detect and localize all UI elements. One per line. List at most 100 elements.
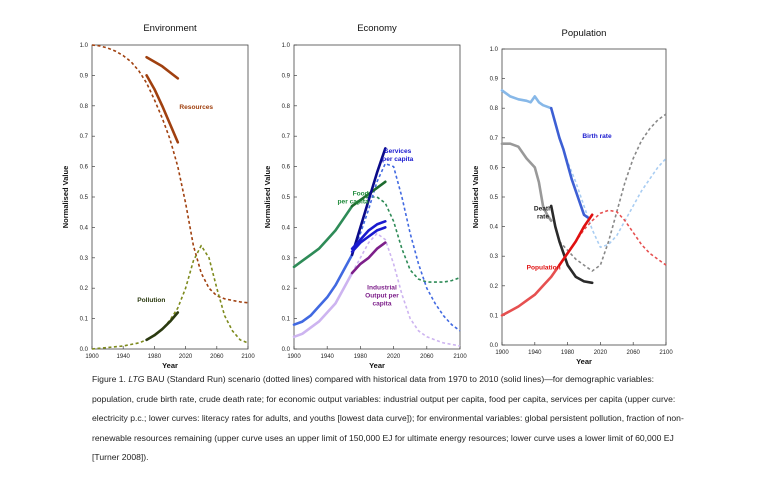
series-line-segment-1: [350, 180, 387, 208]
x-tick-label: 1940: [117, 354, 131, 360]
y-tick-label: 0.6: [80, 165, 89, 171]
y-tick-label: 0.1: [490, 313, 499, 319]
series-line-segment-4: [145, 311, 180, 342]
series-line-death-rate: [500, 142, 553, 222]
x-tick-label: 2100: [241, 354, 255, 360]
series-label-line: Birth rate: [582, 133, 612, 140]
y-tick-label: 0.8: [80, 104, 89, 110]
caption-label: Figure 1.: [92, 374, 129, 384]
series-line-industrial-output-per-capita: [292, 271, 354, 339]
y-tick-label: 0.0: [282, 347, 291, 353]
series-label-line: Output per: [365, 293, 399, 300]
series-label-line: Food: [353, 190, 369, 197]
series-label-death-rate: Death rate: [534, 205, 552, 220]
y-tick-label: 0.2: [282, 286, 291, 292]
x-tick-label: 2060: [420, 354, 434, 360]
series-label-pollution: Pollution: [137, 297, 165, 304]
series-line-resources: [91, 44, 249, 304]
x-tick-label: 1900: [287, 354, 301, 360]
series-line-segment-2: [558, 137, 667, 249]
x-axis-label: Year: [576, 357, 592, 366]
series-label-line: Services: [384, 148, 411, 155]
series-line-segment-1: [145, 55, 180, 80]
y-tick-label: 0.0: [490, 343, 499, 349]
chart-panel-population: Population 0.0 0.1 0.2 0.3 0.4 0.5 0.6 0.7 0.8 0.9…: [471, 28, 673, 366]
series-line-segment-5: [558, 113, 667, 272]
series-label-line: capita: [372, 301, 391, 308]
series-line-segment-9: [351, 232, 461, 347]
series-line-segment-7: [558, 213, 594, 267]
y-tick-label: 0.1: [282, 317, 291, 323]
x-tick-label: 2020: [387, 354, 401, 360]
caption-italic: LTG: [128, 374, 145, 384]
series-label-line: per capita: [338, 198, 369, 205]
series-line-segment-10: [350, 241, 387, 275]
series-label-birth-rate: Birth rate: [582, 133, 612, 140]
figure-charts: Environment 0.0 0.1 0.2 0.3 0.4 0.5 0.6 0.7 0.8 0.…: [61, 23, 673, 370]
x-tick-label: 1980: [354, 354, 368, 360]
x-tick-label: 1980: [561, 350, 575, 356]
y-tick-label: 0.4: [490, 225, 499, 231]
y-tick-label: 0.4: [80, 225, 89, 231]
series-line-food-per-capita: [292, 204, 354, 269]
x-tick-label: 1940: [321, 354, 335, 360]
series-label-resources: Resources: [179, 104, 213, 111]
y-tick-label: 0.6: [490, 165, 499, 171]
y-tick-label: 0.4: [282, 225, 291, 231]
x-tick-label: 1940: [528, 350, 542, 356]
x-axis-label: Year: [369, 361, 385, 370]
series-label-line: Death: [534, 205, 552, 212]
y-tick-label: 0.6: [282, 165, 291, 171]
series-line-segment-5: [350, 147, 387, 257]
series-label-line: Pollution: [137, 297, 165, 304]
y-tick-label: 0.5: [80, 195, 89, 201]
y-tick-label: 0.2: [80, 286, 89, 292]
series-label-line: Resources: [179, 104, 213, 111]
series-line-segment-2: [145, 74, 180, 144]
y-tick-label: 0.2: [490, 284, 499, 290]
x-tick-label: 2020: [179, 354, 193, 360]
chart-panel-environment: Environment 0.0 0.1 0.2 0.3 0.4 0.5 0.6 0.7 0.8 0.…: [61, 23, 255, 370]
series-label-line: per capita: [382, 156, 413, 163]
series-line-population: [500, 263, 561, 317]
series-label-line: Industrial: [367, 285, 397, 292]
series-line-birth-rate: [500, 89, 553, 110]
chart-panel-economy: Economy 0.0 0.1 0.2 0.3 0.4 0.5 0.6 0.7 0.8 0.9 1.0…: [263, 23, 467, 370]
x-tick-label: 2100: [659, 350, 673, 356]
series-label-food-per-capita: Food per capita: [338, 190, 369, 205]
y-tick-label: 0.1: [80, 317, 89, 323]
y-tick-label: 0.9: [282, 73, 291, 79]
x-tick-label: 2020: [594, 350, 608, 356]
series-label-population: Population: [527, 265, 561, 272]
y-tick-label: 1.0: [490, 47, 499, 53]
caption-text: BAU (Standard Run) scenario (dotted line…: [92, 374, 684, 463]
series-line-segment-1: [549, 106, 590, 219]
series-label-line: Population: [527, 265, 561, 272]
x-tick-label: 2100: [453, 354, 467, 360]
chart-title: Environment: [143, 23, 197, 34]
series-line-segment-7: [350, 226, 387, 253]
y-tick-label: 0.3: [490, 254, 499, 260]
series-line-segment-2: [351, 196, 461, 283]
y-tick-label: 1.0: [80, 43, 89, 49]
y-tick-label: 0.9: [80, 73, 89, 79]
series-line-services-per-capita: [292, 253, 354, 326]
series-line-pollution: [91, 244, 249, 350]
y-tick-label: 0.3: [80, 256, 89, 262]
chart-title: Economy: [357, 23, 397, 34]
x-tick-label: 1900: [495, 350, 509, 356]
y-tick-label: 0.7: [80, 134, 89, 140]
y-axis-label: Normalised Value: [61, 166, 70, 229]
series-label-line: rate: [537, 213, 549, 220]
series-line-segment-8: [558, 209, 667, 266]
y-axis-label: Normalised Value: [471, 166, 480, 229]
y-tick-label: 0.9: [490, 77, 499, 83]
series-label-industrial-output-per-capita: Industrial Output per capita: [365, 285, 399, 308]
y-tick-label: 0.8: [490, 106, 499, 112]
x-tick-label: 1900: [85, 354, 99, 360]
series-line-segment-4: [549, 204, 594, 285]
chart-title: Population: [562, 28, 607, 39]
y-tick-label: 0.5: [282, 195, 291, 201]
x-axis-label: Year: [162, 361, 178, 370]
y-tick-label: 0.5: [490, 195, 499, 201]
